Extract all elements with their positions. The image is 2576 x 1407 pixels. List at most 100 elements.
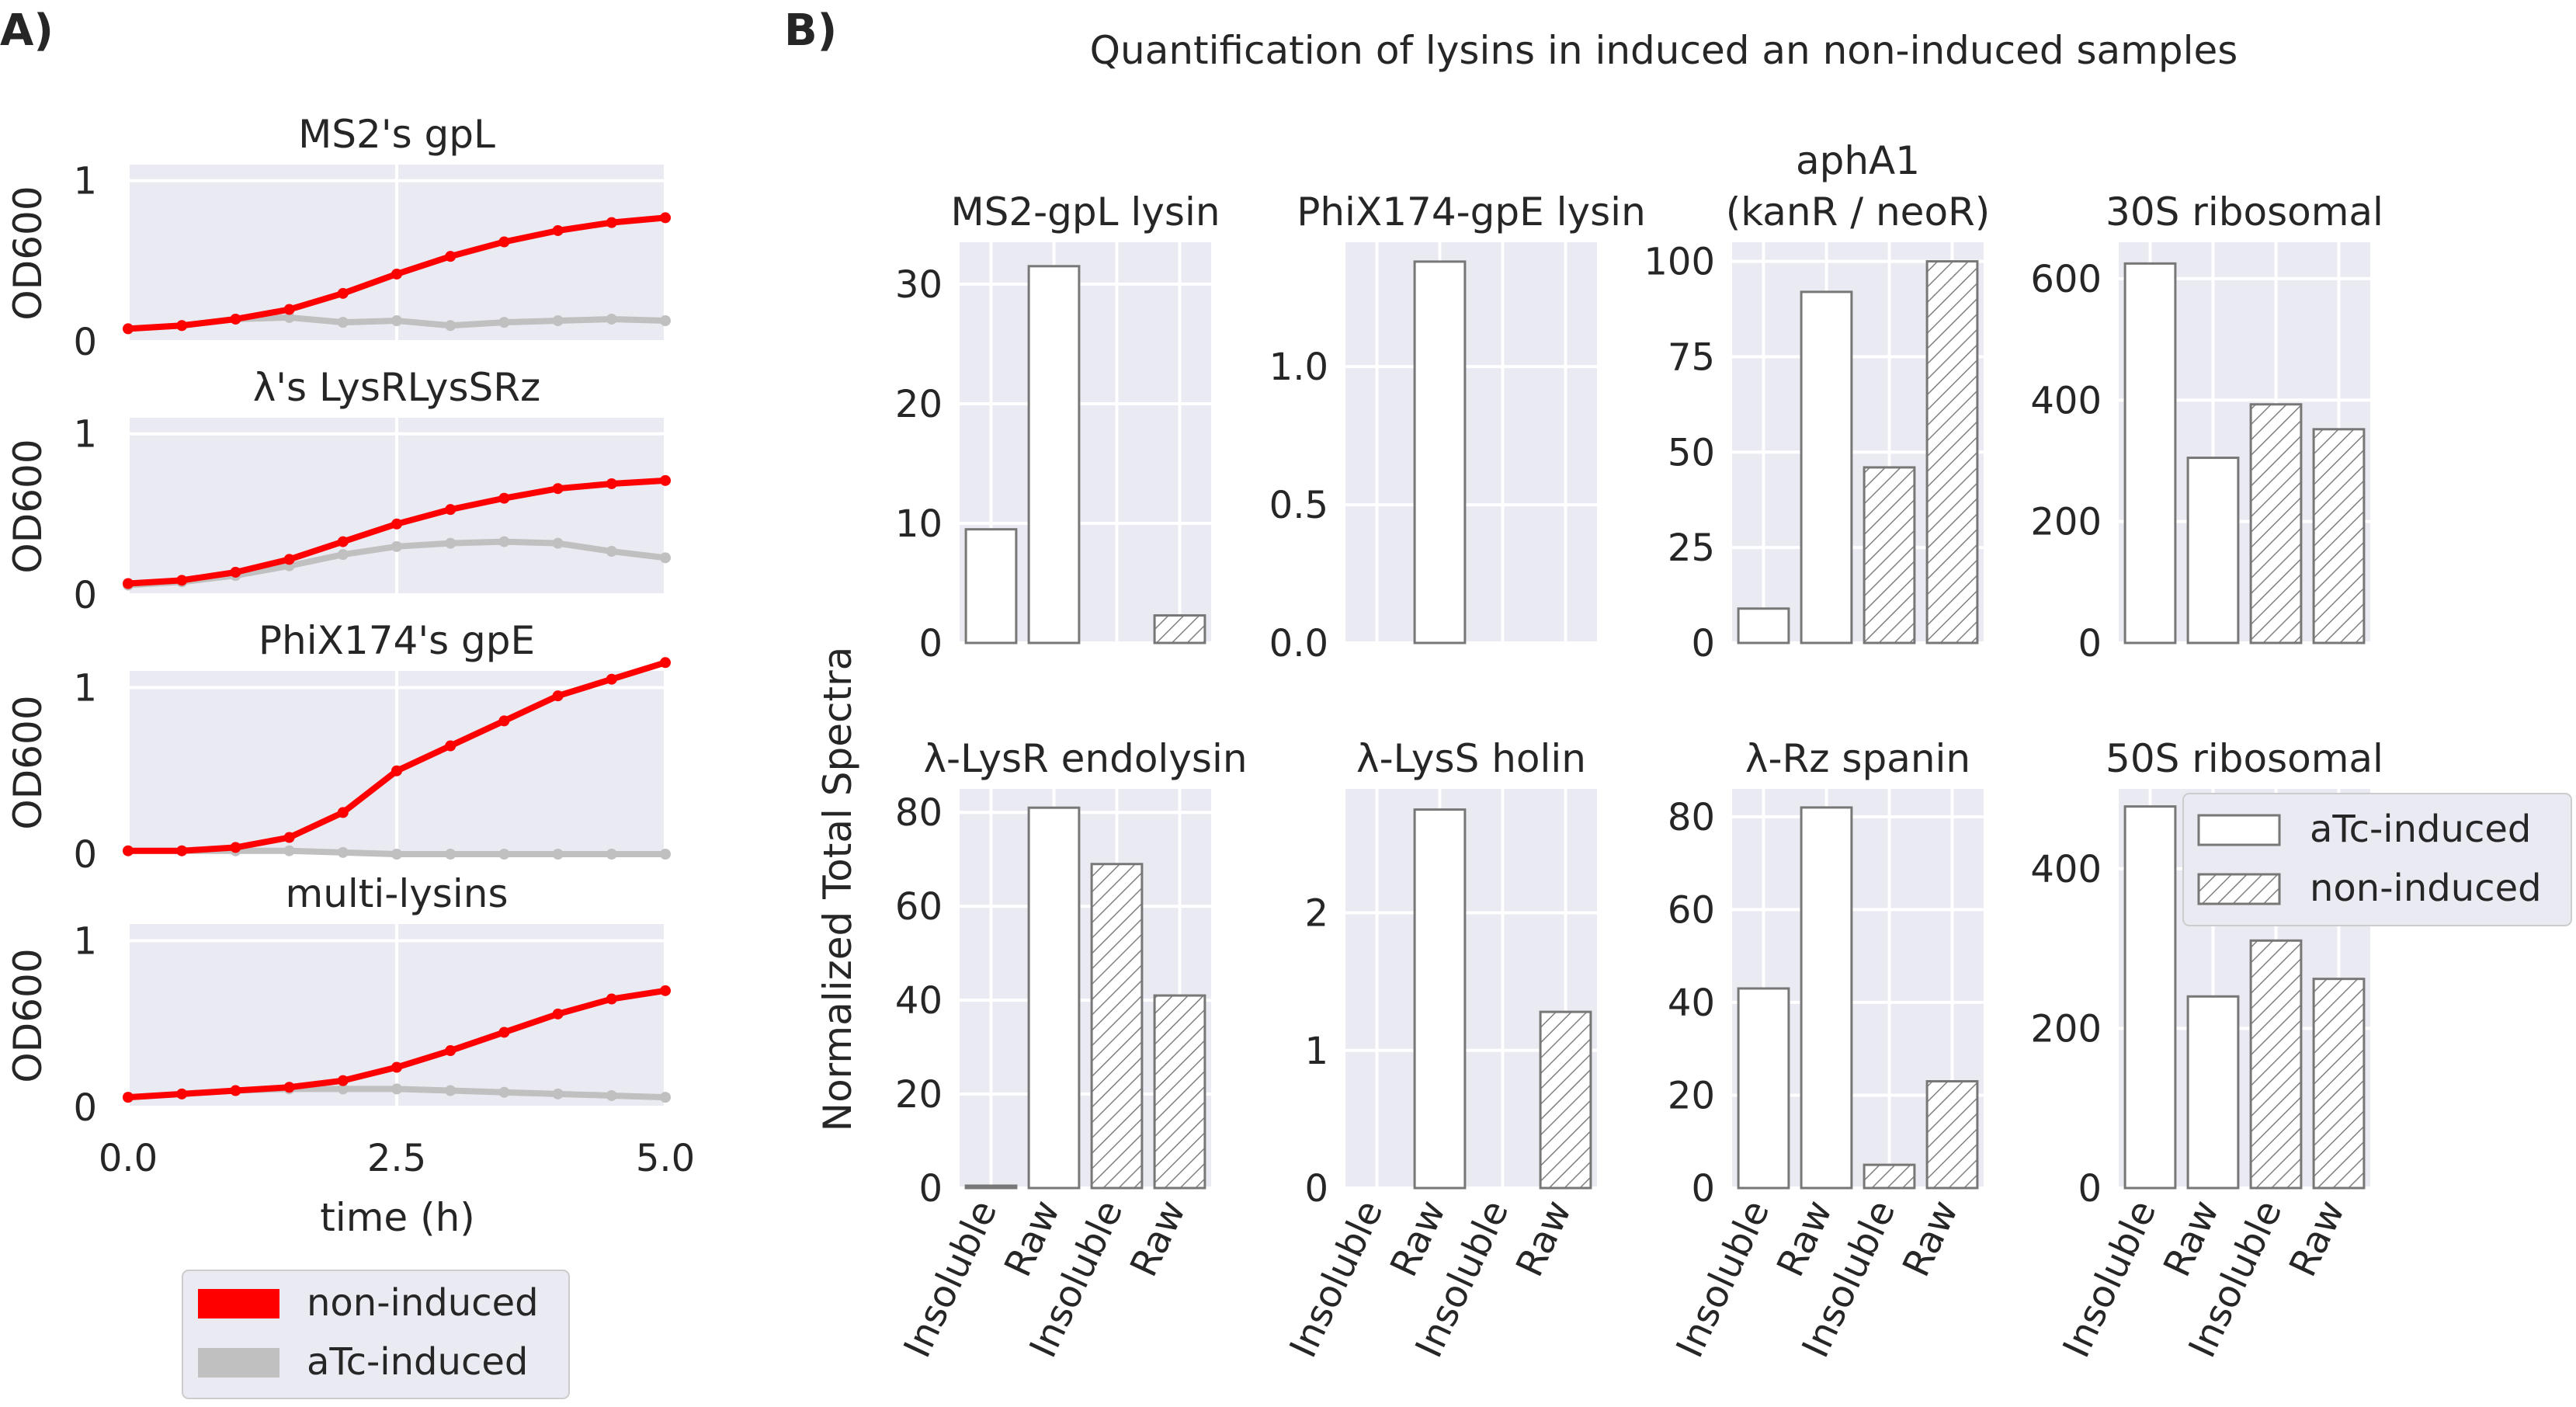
data-point-non-induced: [445, 504, 457, 516]
bar-non-induced-insoluble: [1863, 466, 1916, 644]
bar-non-induced-insoluble: [1090, 863, 1144, 1190]
bar-atc-induced-raw: [2186, 995, 2240, 1190]
data-point-aTc-induced: [606, 1089, 617, 1101]
y-tick-label: 1: [73, 666, 97, 710]
data-point-aTc-induced: [660, 315, 671, 327]
legend-label-non-induced-bar: non-induced: [2310, 867, 2542, 910]
y-tick-label: 40: [1668, 981, 1715, 1025]
bar-non-induced-raw: [1925, 1080, 1979, 1190]
y-tick-label: 1: [1304, 1030, 1328, 1073]
data-point-non-induced: [498, 715, 510, 727]
y-tick-label: 0: [1691, 622, 1715, 665]
data-point-non-induced: [606, 478, 617, 489]
panel-a-letter: A): [0, 5, 54, 56]
data-point-aTc-induced: [391, 540, 402, 552]
data-point-non-induced: [391, 268, 402, 280]
legend-swatch-atc-induced-bar: [2197, 814, 2281, 846]
bar-atc-induced-insoluble: [1737, 987, 1790, 1190]
data-point-aTc-induced: [660, 552, 671, 564]
bar-atc-induced-insoluble: [2123, 805, 2177, 1190]
y-tick-label: 600: [2030, 258, 2102, 301]
data-point-aTc-induced: [391, 849, 402, 860]
data-point-non-induced: [123, 845, 134, 856]
y-tick-label: 0.5: [1269, 484, 1328, 527]
data-point-non-induced: [230, 313, 241, 325]
y-tick-label: 0: [73, 321, 97, 364]
data-point-aTc-induced: [552, 849, 564, 860]
bar-atc-induced-insoluble: [2123, 262, 2177, 644]
y-tick-label: 1: [73, 160, 97, 203]
panel-a-xlabel: time (h): [320, 1195, 475, 1240]
data-point-non-induced: [445, 251, 457, 262]
data-point-non-induced: [498, 1027, 510, 1038]
y-tick-label: 1: [73, 413, 97, 457]
data-point-non-induced: [445, 1045, 457, 1057]
data-point-non-induced: [660, 985, 671, 996]
y-tick-label: 20: [895, 383, 943, 426]
bar-panel-title: (kanR / neoR): [1726, 189, 1991, 234]
data-point-non-induced: [123, 578, 134, 589]
y-tick-label: 0: [1691, 1167, 1715, 1211]
data-point-aTc-induced: [552, 537, 564, 549]
bar-panel-title: 50S ribosomal: [2106, 736, 2383, 781]
growth-ylabel: OD600: [5, 186, 50, 320]
bar-atc-induced-raw: [1413, 808, 1467, 1190]
data-point-non-induced: [283, 832, 295, 843]
y-tick-label: 400: [2030, 379, 2102, 422]
y-tick-label: 0: [73, 833, 97, 877]
y-tick-label: 25: [1668, 526, 1715, 570]
data-point-non-induced: [176, 575, 188, 586]
y-tick-label: 100: [1644, 241, 1715, 284]
data-point-aTc-induced: [660, 849, 671, 860]
bar-atc-induced-insoluble: [964, 1184, 1018, 1190]
data-point-aTc-induced: [337, 549, 349, 561]
data-point-aTc-induced: [498, 317, 510, 328]
bar-non-induced-raw: [1925, 260, 1979, 644]
panel-b-letter: B): [784, 5, 837, 56]
data-point-aTc-induced: [337, 1083, 349, 1095]
data-point-non-induced: [283, 304, 295, 315]
data-point-non-induced: [176, 1088, 188, 1100]
x-tick-label-insoluble: Insoluble: [895, 1193, 1005, 1364]
growth-panel-4: multi-lysins 0 1 OD600 0.0 2.5 5.0: [5, 871, 695, 1180]
data-point-aTc-induced: [552, 1088, 564, 1100]
x-tick-label-insoluble: Insoluble: [1281, 1193, 1391, 1364]
bar-atc-induced-raw: [1027, 806, 1081, 1190]
growth-panel-title: PhiX174's gpE: [259, 618, 535, 663]
y-tick-label: 0: [1304, 1167, 1328, 1211]
data-point-non-induced: [552, 1008, 564, 1020]
data-point-aTc-induced: [606, 313, 617, 325]
data-point-non-induced: [283, 554, 295, 565]
bar-panel-title: λ-Rz spanin: [1745, 736, 1970, 781]
bar-panel-title: 30S ribosomal: [2106, 189, 2383, 234]
legend-swatch-non-induced-bar: [2197, 873, 2281, 905]
data-point-non-induced: [552, 483, 564, 495]
data-point-aTc-induced: [391, 1083, 402, 1095]
data-point-non-induced: [606, 217, 617, 228]
data-point-aTc-induced: [498, 849, 510, 860]
data-point-non-induced: [498, 236, 510, 248]
data-point-aTc-induced: [498, 536, 510, 547]
data-point-non-induced: [176, 845, 188, 856]
data-point-non-induced: [230, 566, 241, 578]
data-point-aTc-induced: [606, 849, 617, 860]
data-point-non-induced: [445, 740, 457, 752]
growth-ylabel: OD600: [5, 439, 50, 573]
data-point-aTc-induced: [498, 1086, 510, 1098]
data-point-non-induced: [283, 1082, 295, 1093]
data-point-aTc-induced: [391, 315, 402, 327]
y-tick-label: 0: [2078, 1167, 2102, 1211]
x-tick-label: 0.0: [99, 1137, 158, 1180]
bar-panel-title: λ-LysS holin: [1356, 736, 1586, 781]
bar-atc-induced-raw: [1413, 260, 1467, 644]
y-tick-label: 2: [1304, 892, 1328, 936]
y-tick-label: 20: [895, 1073, 943, 1117]
x-tick-label-raw: Raw: [2281, 1193, 2353, 1283]
bar-non-induced-insoluble: [2249, 403, 2303, 644]
growth-panel-title: MS2's gpL: [298, 112, 495, 157]
bar-non-induced-insoluble: [1863, 1163, 1916, 1190]
y-tick-label: 200: [2030, 1007, 2102, 1051]
data-point-non-induced: [337, 807, 349, 818]
bar-non-induced-raw: [2312, 978, 2366, 1190]
